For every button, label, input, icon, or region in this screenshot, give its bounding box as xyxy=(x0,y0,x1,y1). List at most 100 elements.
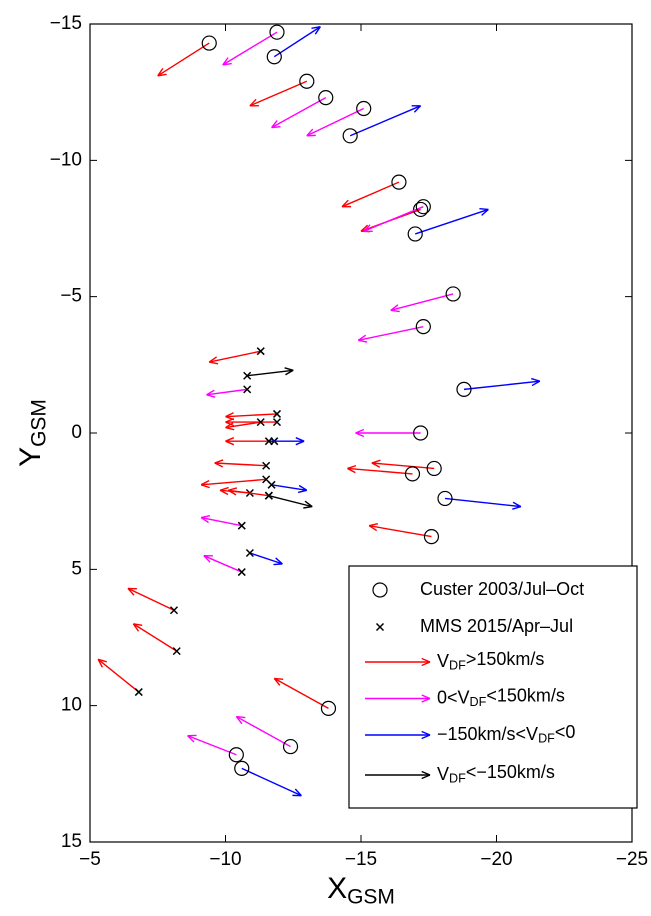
arrow-head xyxy=(219,486,229,496)
marker-circle xyxy=(413,425,429,441)
arrow-head xyxy=(97,658,107,668)
arrow-shaft xyxy=(201,478,267,486)
vector-arrow xyxy=(349,105,422,137)
marker-cross xyxy=(267,480,276,489)
arrow-head xyxy=(273,557,283,566)
vector-arrow xyxy=(97,658,140,693)
arrow-shaft xyxy=(347,467,413,475)
legend-label: VDF<−150km/s xyxy=(437,762,555,786)
x-tick-label: −15 xyxy=(345,849,377,870)
marker-circle xyxy=(299,73,315,89)
marker-circle xyxy=(356,100,372,117)
legend-box xyxy=(348,565,638,809)
x-tick-label: −25 xyxy=(616,849,648,870)
marker-cross xyxy=(256,347,265,356)
arrow-head xyxy=(371,459,381,468)
legend-label-part: V xyxy=(437,764,449,784)
arrow-shaft xyxy=(271,97,327,129)
vector-arrow xyxy=(347,464,413,475)
marker-cross xyxy=(237,521,246,530)
marker-cross xyxy=(264,491,273,500)
x-axis-label: XGSM xyxy=(327,872,395,908)
legend-arrow xyxy=(365,657,431,667)
vector-arrow xyxy=(225,437,275,446)
legend-label-part: 0<V xyxy=(437,687,470,707)
legend-label-part: <−150km/s xyxy=(466,762,555,782)
marker-circle xyxy=(437,490,453,507)
arrow-head xyxy=(132,623,143,632)
arrow-shaft xyxy=(236,715,291,748)
vector-arrow xyxy=(241,767,302,797)
arrow-shaft xyxy=(225,413,278,418)
marker-circle xyxy=(456,381,472,397)
marker-cross xyxy=(272,409,282,418)
arrow-shaft xyxy=(214,462,267,467)
vector-arrow xyxy=(390,293,454,313)
arrow-head xyxy=(347,464,357,474)
legend-label-part: >150km/s xyxy=(466,649,545,669)
marker-cross xyxy=(169,606,179,615)
arrow-head xyxy=(225,417,235,427)
legend-label-part: DF xyxy=(449,772,466,786)
arrow-shaft xyxy=(341,181,400,208)
y-tick-label: 15 xyxy=(61,831,82,852)
arrow-head xyxy=(295,437,305,446)
arrow-head xyxy=(421,694,431,703)
legend-label: Custer 2003/Jul–Oct xyxy=(420,579,584,599)
arrow-head xyxy=(157,68,167,77)
legend-label: MMS 2015/Apr–Jul xyxy=(420,616,573,636)
y-axis-label-part: Y xyxy=(14,447,47,467)
arrow-head xyxy=(284,367,294,376)
arrow-head xyxy=(512,501,522,510)
arrow-head xyxy=(127,587,137,596)
marker-cross xyxy=(172,647,181,656)
vector-arrow xyxy=(414,208,489,235)
arrow-head xyxy=(368,523,379,532)
vector-arrow xyxy=(355,428,421,438)
arrow-shaft xyxy=(228,489,269,497)
legend-label-part: DF xyxy=(449,659,466,673)
arrow-shaft xyxy=(209,350,261,363)
marker-cross xyxy=(272,418,282,427)
marker-circle xyxy=(342,128,358,144)
arrow-head xyxy=(203,555,213,563)
vector-arrow xyxy=(247,367,294,377)
vector-arrow xyxy=(214,459,267,468)
legend-arrow xyxy=(365,770,431,780)
vector-arrow xyxy=(225,417,277,427)
arrow-head xyxy=(479,208,489,216)
arrow-shaft xyxy=(390,293,454,311)
vector-arrow xyxy=(368,523,432,538)
x-tick-label: −5 xyxy=(79,849,101,870)
x-axis-label-part: X xyxy=(327,872,347,905)
y-tick-label: 5 xyxy=(71,558,82,579)
arrow-shaft xyxy=(349,105,421,137)
arrow-shaft xyxy=(306,107,365,137)
marker-circle xyxy=(228,747,244,763)
vector-arrow xyxy=(157,42,210,77)
arrow-shaft xyxy=(249,80,308,107)
arrow-head xyxy=(200,480,210,489)
arrow-head xyxy=(273,677,284,686)
arrow-head xyxy=(355,428,365,438)
arrow-head xyxy=(222,57,232,66)
y-axis-label-part: GSM xyxy=(27,399,50,447)
arrow-head xyxy=(249,98,259,107)
x-axis-label-part: GSM xyxy=(347,885,395,908)
legend-arrow xyxy=(365,694,431,703)
arrow-head xyxy=(341,199,352,208)
legend-label: VDF>150km/s xyxy=(437,649,544,673)
marker-cross xyxy=(256,418,265,427)
marker-circle xyxy=(269,24,285,40)
vector-arrow xyxy=(271,484,308,494)
vector-arrow xyxy=(222,31,278,66)
arrow-head xyxy=(531,377,541,387)
arrow-head xyxy=(390,304,400,313)
arrow-shaft xyxy=(249,552,283,565)
vector-arrow xyxy=(203,555,243,573)
vector-arrow xyxy=(371,459,435,470)
marker-circle xyxy=(266,49,282,65)
legend-marker xyxy=(375,622,385,632)
